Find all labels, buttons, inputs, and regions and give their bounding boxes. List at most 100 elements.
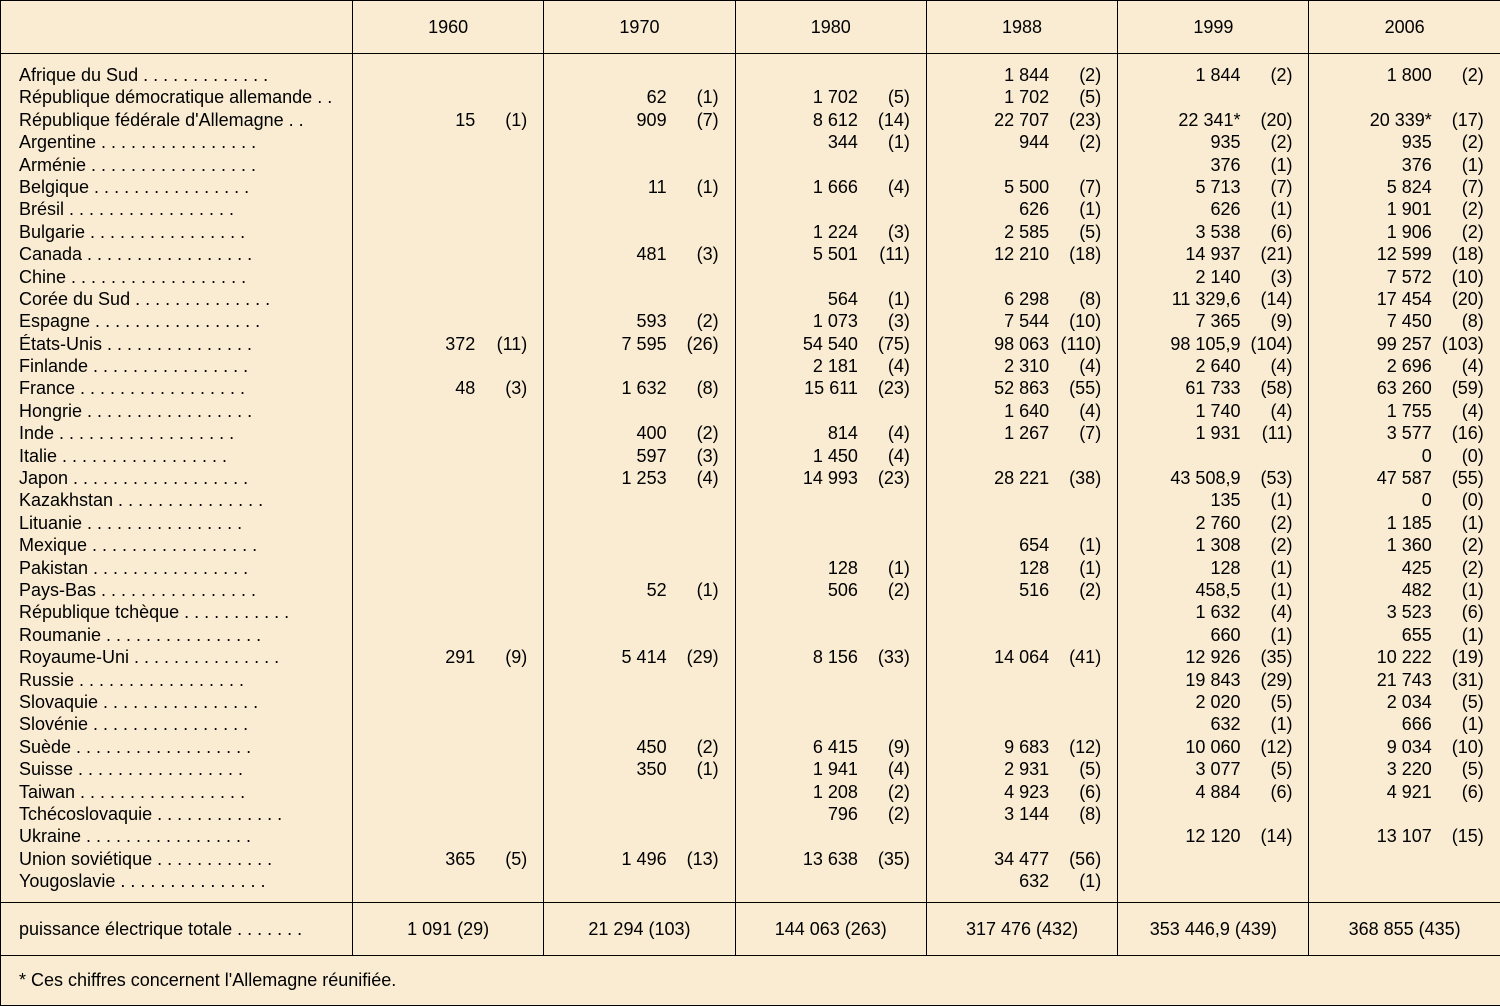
table-cell: 3 144(8) [927,803,1101,825]
cell-value: 12 210 [963,243,1049,265]
table-cell: 10 060(12) [1118,736,1292,758]
cell-value: 450 [581,736,667,758]
table-cell: 425(2) [1309,557,1483,579]
table-cell: 506(2) [736,579,910,601]
cell-value: 291 [389,646,475,668]
country-label: Hongrie . . . . . . . . . . . . . . . . … [19,400,352,422]
cell-count: (1) [1049,534,1101,556]
cell-value: 10 222 [1346,646,1432,668]
table-cell [544,624,718,646]
country-label: Afrique du Sud . . . . . . . . . . . . . [19,64,352,86]
cell-value: 506 [772,579,858,601]
cell-count: (5) [1049,86,1101,108]
cell-value: 15 611 [772,377,858,399]
table-cell [544,512,718,534]
cell-value: 666 [1346,713,1432,735]
cell-value: 6 415 [772,736,858,758]
table-cell [353,781,527,803]
cell-value: 1 185 [1346,512,1432,534]
cell-value: 4 884 [1154,781,1240,803]
country-label: Corée du Sud . . . . . . . . . . . . . . [19,288,352,310]
cell-value: 626 [1154,198,1240,220]
table-cell: 2 640(4) [1118,355,1292,377]
cell-count: (33) [858,646,910,668]
cell-value: 13 107 [1346,825,1432,847]
cell-value: 4 921 [1346,781,1432,803]
cell-value: 1 208 [772,781,858,803]
cell-count: (2) [1240,534,1292,556]
cell-value: 3 144 [963,803,1049,825]
table-cell [544,691,718,713]
cell-count: (31) [1432,669,1484,691]
cell-value: 516 [963,579,1049,601]
cell-count: (29) [1240,669,1292,691]
cell-count: (6) [1240,781,1292,803]
cell-count: (1) [475,109,527,131]
table-cell: 1 901(2) [1309,198,1483,220]
cell-value: 62 [581,86,667,108]
cell-value: 376 [1346,154,1432,176]
cell-value: 1 640 [963,400,1049,422]
table-cell: 61 733(58) [1118,377,1292,399]
cell-value: 0 [1346,489,1432,511]
header-year: 1960 [353,1,544,54]
table-cell: 597(3) [544,445,718,467]
table-cell [353,266,527,288]
table-cell: 1 666(4) [736,176,910,198]
table-cell: 5 501(11) [736,243,910,265]
cell-value: 14 993 [772,467,858,489]
cell-value: 22 341* [1154,109,1240,131]
table-cell: 14 937(21) [1118,243,1292,265]
table-cell [544,288,718,310]
table-cell: 1 185(1) [1309,512,1483,534]
country-label: Suède . . . . . . . . . . . . . . . . . … [19,736,352,758]
header-year: 1970 [544,1,735,54]
cell-count: (2) [1240,512,1292,534]
table-cell: 98 063(110) [927,333,1101,355]
country-label: Mexique . . . . . . . . . . . . . . . . … [19,534,352,556]
table-cell: 1 906(2) [1309,221,1483,243]
cell-count: (35) [858,848,910,870]
table-cell [1309,848,1483,870]
table-cell: 344(1) [736,131,910,153]
table-cell: 1 267(7) [927,422,1101,444]
cell-value: 1 800 [1346,64,1432,86]
cell-count: (2) [667,310,719,332]
cell-value: 1 073 [772,310,858,332]
table-cell [353,243,527,265]
cell-value: 7 572 [1346,266,1432,288]
table-cell: 7 450(8) [1309,310,1483,332]
table-cell [736,266,910,288]
table-cell: 2 034(5) [1309,691,1483,713]
country-label: Lituanie . . . . . . . . . . . . . . . . [19,512,352,534]
cell-value: 3 077 [1154,758,1240,780]
table-cell: 458,5(1) [1118,579,1292,601]
table-cell: 98 105,9(104) [1118,333,1292,355]
cell-count: (14) [1240,825,1292,847]
cell-count: (23) [858,467,910,489]
country-label: République démocratique allemande . . [19,86,352,108]
cell-count: (38) [1049,467,1101,489]
table-cell: 1 800(2) [1309,64,1483,86]
table-cell: 1 844(2) [1118,64,1292,86]
table-cell: 9 034(10) [1309,736,1483,758]
table-cell [544,803,718,825]
table-cell: 28 221(38) [927,467,1101,489]
table-cell [1118,870,1292,892]
cell-count: (1) [858,131,910,153]
cell-value: 8 612 [772,109,858,131]
table-cell: 4 923(6) [927,781,1101,803]
cell-value: 632 [1154,713,1240,735]
country-label: Brésil . . . . . . . . . . . . . . . . . [19,198,352,220]
cell-value: 8 156 [772,646,858,668]
cell-value: 98 063 [963,333,1049,355]
table-cell: 376(1) [1118,154,1292,176]
cell-count: (5) [1049,221,1101,243]
cell-value: 1 632 [1154,601,1240,623]
table-cell: 11(1) [544,176,718,198]
cell-count: (6) [1049,781,1101,803]
table-cell: 12 120(14) [1118,825,1292,847]
country-label: Italie . . . . . . . . . . . . . . . . . [19,445,352,467]
cell-count: (1) [1432,154,1484,176]
cell-value: 5 824 [1346,176,1432,198]
